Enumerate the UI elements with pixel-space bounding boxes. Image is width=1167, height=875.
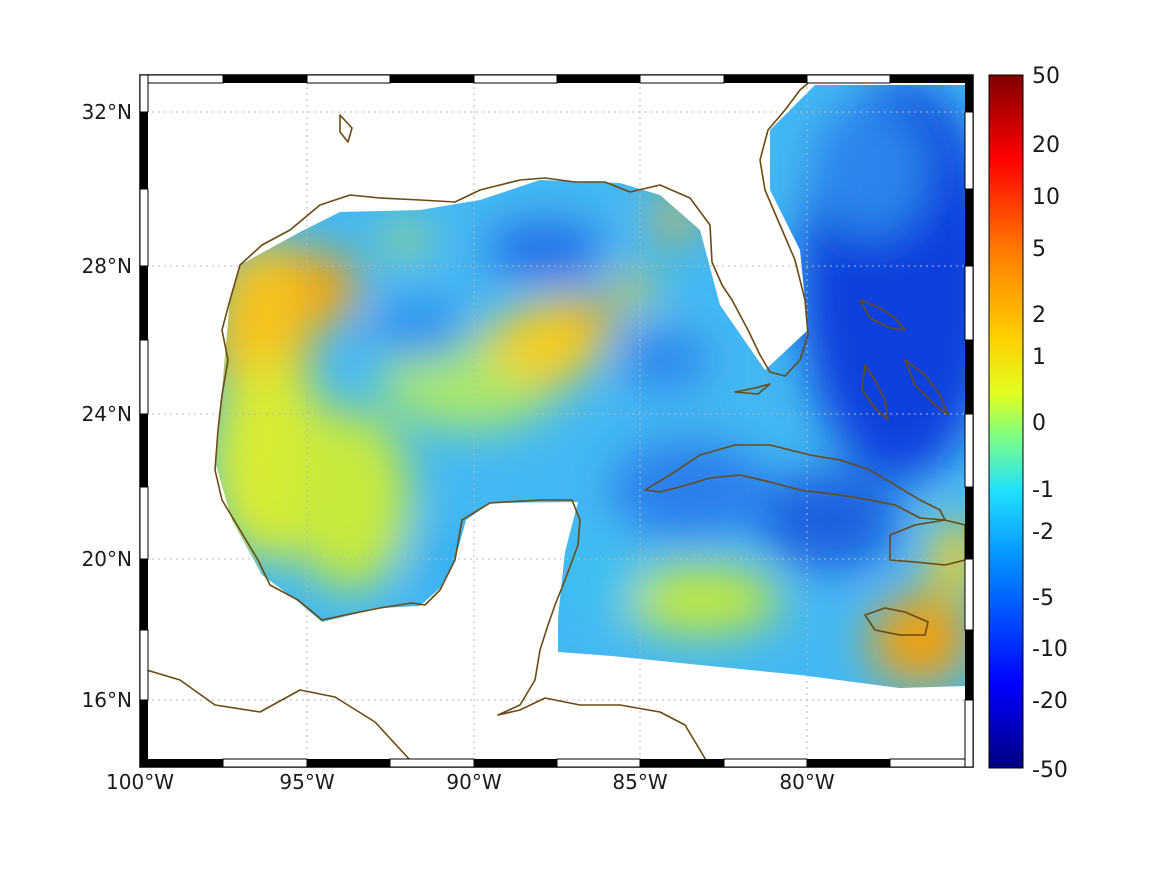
lon-label-80w: 80°W: [779, 770, 834, 794]
lat-label-32n: 32°N: [82, 100, 132, 124]
colorbar-tick-0: 0: [1032, 411, 1046, 436]
lat-label-28n: 28°N: [82, 254, 132, 278]
lon-label-90w: 90°W: [446, 770, 501, 794]
frame-right-ticks: [964, 75, 974, 768]
colorbar-tick-10: 10: [1032, 185, 1060, 210]
frame-bottom-ticks: [140, 758, 974, 768]
colorbar-tick-minus-1: -1: [1032, 478, 1054, 503]
colorbar-tick-minus-50: -50: [1032, 758, 1068, 783]
colorbar-tick-minus-10: -10: [1032, 637, 1068, 662]
colorbar: 50 20 10 5 2 1 0 -1 -2 -5 -10 -20 -50: [988, 64, 1068, 783]
colorbar-ramp: [988, 74, 1024, 769]
colorbar-tick-50: 50: [1032, 64, 1060, 89]
colorbar-tick-2: 2: [1032, 303, 1046, 328]
colorbar-tick-5: 5: [1032, 237, 1046, 262]
lon-label-100w: 100°W: [106, 770, 174, 794]
frame-top-ticks: [139, 74, 973, 84]
colorbar-tick-minus-2: -2: [1032, 520, 1054, 545]
latitude-labels: 32°N 28°N 24°N 20°N 16°N: [82, 100, 132, 712]
coastlines: [140, 76, 966, 767]
map-frame: [139, 74, 974, 768]
colorbar-tick-minus-5: -5: [1032, 586, 1054, 611]
lon-label-95w: 95°W: [279, 770, 334, 794]
graticule: [140, 75, 973, 767]
colorbar-tick-minus-20: -20: [1032, 689, 1068, 714]
colorbar-tick-20: 20: [1032, 133, 1060, 158]
longitude-labels: 100°W 95°W 90°W 85°W 80°W: [106, 770, 835, 794]
colorbar-tick-1: 1: [1032, 345, 1046, 370]
lat-label-20n: 20°N: [82, 547, 132, 571]
lat-label-16n: 16°N: [82, 688, 132, 712]
lat-label-24n: 24°N: [82, 402, 132, 426]
frame-left-ticks: [139, 74, 149, 767]
lon-label-85w: 85°W: [612, 770, 667, 794]
